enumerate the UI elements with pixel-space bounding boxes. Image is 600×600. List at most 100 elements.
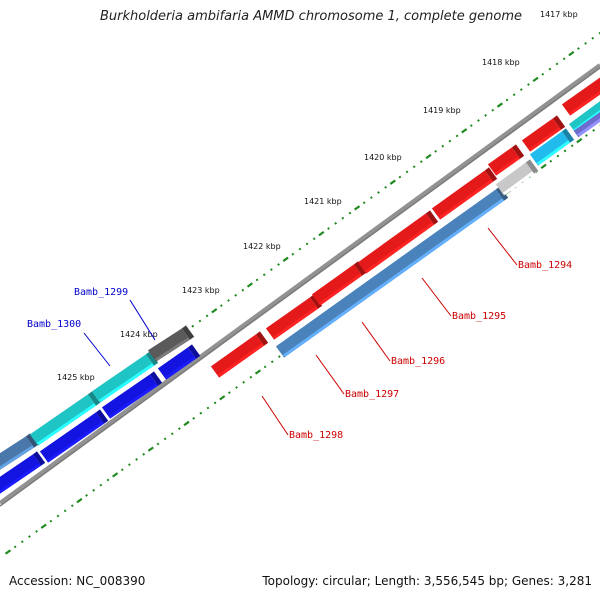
scale-tick	[505, 98, 509, 102]
scale-tick	[270, 360, 274, 364]
scale-tick	[269, 268, 273, 272]
scale-tick	[591, 36, 595, 40]
scale-tick	[398, 175, 402, 179]
reverse-cds-block	[502, 170, 539, 195]
forward-cds-block	[39, 412, 105, 463]
forward-cds-block	[154, 336, 195, 361]
scale-tick	[241, 288, 245, 292]
scale-tick	[262, 273, 266, 277]
reverse-cds-block	[521, 118, 562, 152]
scale-tick	[249, 375, 253, 379]
scale-tick	[563, 149, 567, 153]
reverse-cds-block	[536, 139, 575, 165]
reverse-cds-block	[487, 147, 521, 176]
reverse-cds-block	[255, 331, 269, 346]
backbone-line	[0, 63, 600, 505]
scale-tick	[234, 293, 238, 297]
reverse-cds-block	[364, 221, 439, 273]
scale-tick	[227, 299, 230, 302]
scale-tick	[183, 420, 190, 427]
scale-tick	[527, 83, 530, 86]
reverse-cds-block	[318, 272, 367, 305]
scale-tick	[369, 196, 373, 200]
scale-tick	[461, 128, 468, 134]
scale-label: 1424 kbp	[120, 330, 158, 339]
forward-cds-block	[147, 328, 191, 362]
genome-summary-text: Topology: circular; Length: 3,556,545 bp…	[262, 574, 592, 588]
reverse-cds-block	[425, 210, 439, 225]
scale-tick	[277, 355, 281, 359]
scale-tick	[540, 163, 547, 170]
scale-tick	[205, 314, 209, 318]
reverse-cds-block	[569, 101, 600, 133]
scale-tick	[549, 159, 553, 163]
scale-tick	[191, 324, 195, 328]
scale-tick	[56, 514, 60, 518]
scale-tick	[576, 138, 583, 144]
forward-cds-block	[87, 391, 101, 406]
reverse-cds-block	[272, 305, 323, 339]
gene-label: Bamb_1299	[74, 287, 128, 298]
scale-tick	[246, 282, 254, 288]
scale-tick	[206, 406, 210, 410]
scale-tick	[448, 139, 452, 143]
gene-label-leader	[361, 321, 391, 362]
backbone-line	[0, 67, 600, 507]
scale-tick	[40, 523, 47, 529]
scale-tick	[541, 72, 545, 76]
scale-tick	[512, 93, 516, 97]
forward-cds-block	[108, 382, 163, 418]
forward-cds-block	[164, 355, 201, 379]
scale-tick	[419, 160, 423, 164]
scale-tick	[99, 483, 103, 487]
scale-tick	[255, 278, 259, 282]
scale-tick	[20, 540, 24, 544]
reverse-cds-block	[282, 197, 509, 357]
scale-tick	[568, 51, 575, 57]
scale-tick	[496, 102, 503, 108]
scale-tick	[532, 76, 539, 83]
scale-tick	[592, 128, 595, 132]
forward-cds-block	[0, 444, 39, 470]
reverse-cds-block	[552, 115, 566, 130]
scale-tick	[219, 395, 226, 401]
reverse-cds-block	[495, 186, 509, 201]
forward-cds-block	[95, 409, 109, 424]
scale-tick	[282, 256, 289, 262]
reverse-cds-block	[561, 77, 600, 116]
scale-tick	[425, 153, 432, 160]
forward-cds-block	[149, 371, 163, 386]
reverse-cds-block	[357, 213, 435, 274]
gene-label: Bamb_1300	[27, 319, 81, 330]
scale-tick	[477, 119, 480, 122]
scale-tick	[491, 108, 495, 112]
scale-tick	[384, 185, 388, 189]
forward-cds-block	[36, 402, 101, 445]
scale-tick	[219, 304, 223, 307]
scale-tick	[305, 242, 309, 246]
scale-tick	[353, 205, 361, 211]
scale-tick	[163, 437, 167, 441]
scale-tick	[298, 247, 302, 251]
scale-tick	[584, 41, 587, 45]
forward-cds-block	[145, 351, 159, 366]
scale-tick	[434, 149, 438, 153]
scale-tick	[4, 549, 12, 555]
reverse-cds-block	[561, 128, 575, 143]
scale-tick	[318, 230, 325, 237]
reverse-cds-block	[484, 167, 498, 182]
reverse-cds-block	[275, 189, 505, 358]
gene-label-leader	[487, 227, 518, 266]
scale-tick	[455, 134, 459, 138]
scale-tick	[555, 62, 559, 66]
scale-tick	[170, 432, 174, 436]
gene-label: Bamb_1296	[391, 356, 445, 367]
scale-tick	[85, 494, 88, 497]
scale-tick	[227, 391, 231, 394]
scale-tick	[377, 191, 380, 194]
scale-tick	[28, 535, 31, 538]
reverse-cds-block	[573, 109, 600, 131]
scale-tick	[76, 497, 83, 504]
scale-tick	[570, 144, 574, 148]
